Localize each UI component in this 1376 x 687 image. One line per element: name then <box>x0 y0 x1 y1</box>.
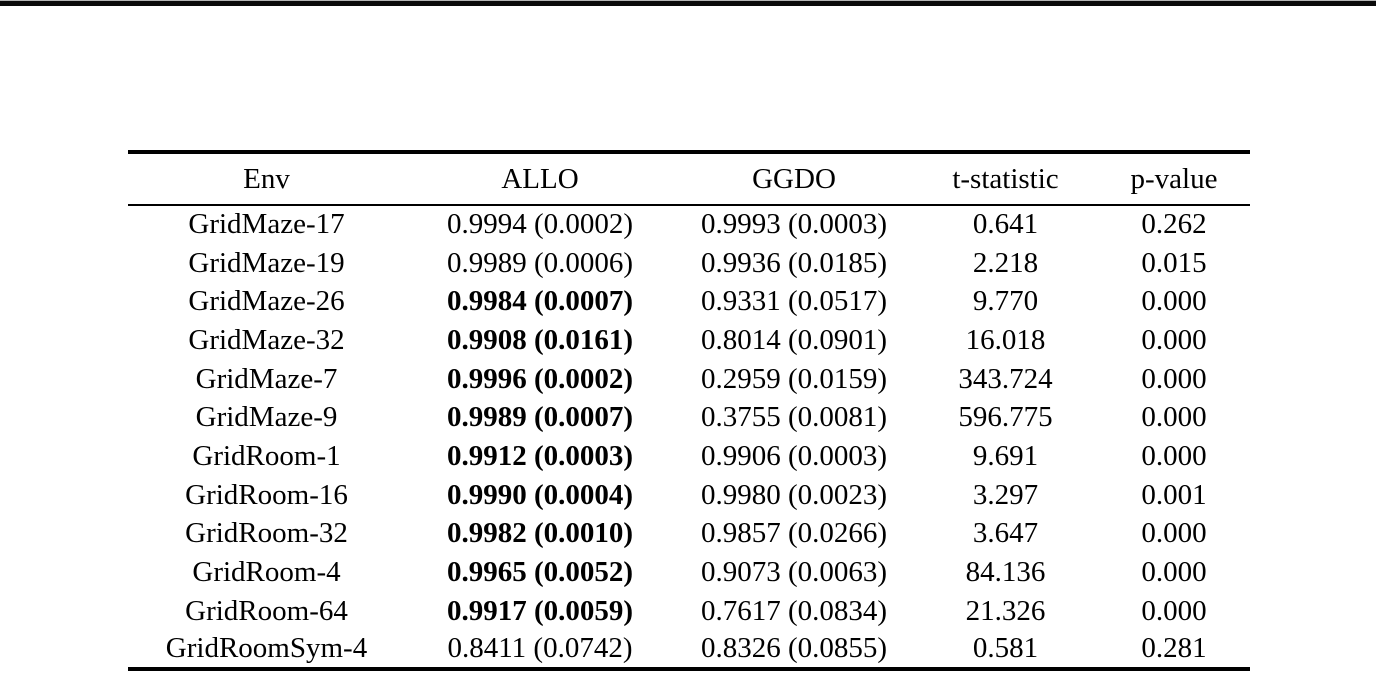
ggdo-cell: 0.9936 (0.0185) <box>700 246 888 279</box>
allo-cell: 0.9965 (0.0052) <box>446 556 634 589</box>
t-statistic-cell: 16.018 <box>965 323 1046 356</box>
results-table: Env ALLO GGDO t-statistic p-value GridMa… <box>128 150 1250 672</box>
p-value-cell: 0.281 <box>1141 632 1207 665</box>
t-statistic-cell: 84.136 <box>965 556 1046 589</box>
table-row: GridMaze-7 0.9996 (0.0002) 0.2959 (0.015… <box>128 360 1250 399</box>
allo-cell: 0.9912 (0.0003) <box>446 439 634 472</box>
p-value-cell: 0.000 <box>1141 285 1207 318</box>
p-value-cell: 0.000 <box>1141 517 1207 550</box>
table-row: GridMaze-19 0.9989 (0.0006) 0.9936 (0.01… <box>128 244 1250 283</box>
ggdo-cell: 0.3755 (0.0081) <box>700 401 888 434</box>
t-statistic-cell: 0.641 <box>972 208 1039 241</box>
env-cell: GridMaze-19 <box>188 246 345 279</box>
env-cell: GridMaze-7 <box>195 362 338 395</box>
p-value-cell: 0.001 <box>1141 478 1207 511</box>
env-cell: GridRoomSym-4 <box>165 632 368 665</box>
env-cell: GridMaze-26 <box>188 285 345 318</box>
ggdo-cell: 0.9993 (0.0003) <box>700 208 888 241</box>
column-header-allo: ALLO <box>405 152 675 206</box>
ggdo-cell: 0.9857 (0.0266) <box>700 517 888 550</box>
allo-cell: 0.9908 (0.0161) <box>446 323 634 356</box>
ggdo-cell: 0.8014 (0.0901) <box>700 323 888 356</box>
allo-cell: 0.9989 (0.0007) <box>446 401 634 434</box>
column-header-p-value: p-value <box>1098 152 1250 206</box>
p-value-cell: 0.015 <box>1141 246 1207 279</box>
table-row: GridRoom-4 0.9965 (0.0052) 0.9073 (0.006… <box>128 553 1250 592</box>
p-value-cell: 0.000 <box>1141 556 1207 589</box>
env-cell: GridMaze-9 <box>195 401 338 434</box>
t-statistic-cell: 21.326 <box>965 594 1046 627</box>
header-row: Env ALLO GGDO t-statistic p-value <box>128 152 1250 206</box>
table-row: GridRoom-1 0.9912 (0.0003) 0.9906 (0.000… <box>128 437 1250 476</box>
column-header-ggdo: GGDO <box>675 152 913 206</box>
column-header-t-statistic: t-statistic <box>913 152 1098 206</box>
p-value-cell: 0.000 <box>1141 594 1207 627</box>
table-row: GridRoom-16 0.9990 (0.0004) 0.9980 (0.00… <box>128 476 1250 515</box>
ggdo-cell: 0.7617 (0.0834) <box>700 594 888 627</box>
env-cell: GridRoom-1 <box>192 439 341 472</box>
t-statistic-cell: 0.581 <box>972 632 1039 665</box>
table-row: GridRoom-32 0.9982 (0.0010) 0.9857 (0.02… <box>128 515 1250 554</box>
allo-cell: 0.9996 (0.0002) <box>446 362 634 395</box>
env-cell: GridMaze-17 <box>188 208 345 241</box>
ggdo-cell: 0.9906 (0.0003) <box>700 439 888 472</box>
p-value-cell: 0.000 <box>1141 362 1207 395</box>
allo-cell: 0.9984 (0.0007) <box>446 285 634 318</box>
table-row: GridRoom-64 0.9917 (0.0059) 0.7617 (0.08… <box>128 592 1250 631</box>
p-value-cell: 0.000 <box>1141 439 1207 472</box>
ggdo-cell: 0.9331 (0.0517) <box>700 285 888 318</box>
t-statistic-cell: 9.770 <box>972 285 1039 318</box>
ggdo-cell: 0.8326 (0.0855) <box>700 632 888 665</box>
ggdo-cell: 0.9073 (0.0063) <box>700 556 888 589</box>
table-row: GridMaze-17 0.9994 (0.0002) 0.9993 (0.00… <box>128 205 1250 244</box>
table-row: GridMaze-26 0.9984 (0.0007) 0.9331 (0.05… <box>128 282 1250 321</box>
env-cell: GridRoom-4 <box>192 556 341 589</box>
allo-cell: 0.9994 (0.0002) <box>446 208 634 241</box>
env-cell: GridRoom-32 <box>185 517 348 550</box>
allo-cell: 0.9990 (0.0004) <box>446 478 634 511</box>
results-table-container: Env ALLO GGDO t-statistic p-value GridMa… <box>128 150 1250 672</box>
t-statistic-cell: 343.724 <box>958 362 1053 395</box>
p-value-cell: 0.000 <box>1141 323 1207 356</box>
table-row: GridMaze-9 0.9989 (0.0007) 0.3755 (0.008… <box>128 398 1250 437</box>
p-value-cell: 0.000 <box>1141 401 1207 434</box>
page-top-rule <box>0 0 1376 6</box>
allo-cell: 0.9989 (0.0006) <box>446 246 634 279</box>
t-statistic-cell: 596.775 <box>958 401 1053 434</box>
env-cell: GridMaze-32 <box>188 323 345 356</box>
t-statistic-cell: 2.218 <box>972 246 1039 279</box>
table-row: GridMaze-32 0.9908 (0.0161) 0.8014 (0.09… <box>128 321 1250 360</box>
t-statistic-cell: 9.691 <box>972 439 1039 472</box>
table-row: GridRoomSym-4 0.8411 (0.0742) 0.8326 (0.… <box>128 631 1250 670</box>
env-cell: GridRoom-16 <box>185 478 348 511</box>
ggdo-cell: 0.9980 (0.0023) <box>700 478 888 511</box>
allo-cell: 0.9917 (0.0059) <box>446 594 634 627</box>
allo-cell: 0.8411 (0.0742) <box>447 632 633 665</box>
t-statistic-cell: 3.647 <box>972 517 1039 550</box>
allo-cell: 0.9982 (0.0010) <box>446 517 634 550</box>
column-header-env: Env <box>128 152 405 206</box>
ggdo-cell: 0.2959 (0.0159) <box>700 362 888 395</box>
t-statistic-cell: 3.297 <box>972 478 1039 511</box>
env-cell: GridRoom-64 <box>185 594 348 627</box>
p-value-cell: 0.262 <box>1141 208 1207 241</box>
